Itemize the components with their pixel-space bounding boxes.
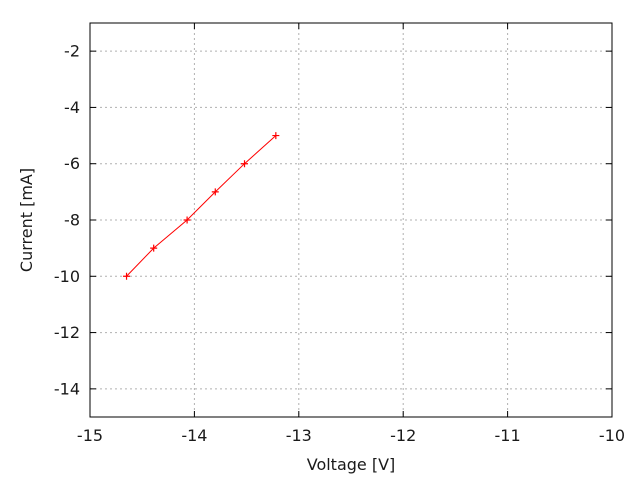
plot-border <box>89 22 613 418</box>
x-tick-label: -12 <box>390 426 416 445</box>
data-series-line <box>126 135 277 277</box>
x-tick-label: -13 <box>286 426 312 445</box>
y-tick-label: -12 <box>54 323 80 342</box>
y-tick-label: -14 <box>54 379 80 398</box>
y-tick-label: -2 <box>64 42 80 61</box>
x-tick-label: -11 <box>495 426 521 445</box>
data-point-marker <box>150 244 158 252</box>
y-tick-label: -6 <box>64 154 80 173</box>
data-point-marker <box>211 188 219 196</box>
data-point-marker <box>272 132 280 140</box>
y-tick-label: -8 <box>64 211 80 230</box>
x-tick-label: -10 <box>599 426 625 445</box>
x-tick-label: -14 <box>181 426 207 445</box>
x-axis-title: Voltage [V] <box>307 455 396 474</box>
data-point-marker <box>183 216 191 224</box>
data-point-marker <box>123 272 131 280</box>
tick-label-layer: -15 -14 -13 -12 -11 -10 -2 -4 -6 -8 -10 -12 -14 <box>54 42 625 445</box>
y-tick-label: -4 <box>64 98 80 117</box>
y-tick-label: -10 <box>54 267 80 286</box>
series-layer <box>123 132 280 280</box>
data-point-marker <box>241 160 249 168</box>
y-axis-title: Current [mA] <box>17 168 36 272</box>
x-tick-label: -15 <box>77 426 103 445</box>
grid-layer <box>90 23 612 417</box>
